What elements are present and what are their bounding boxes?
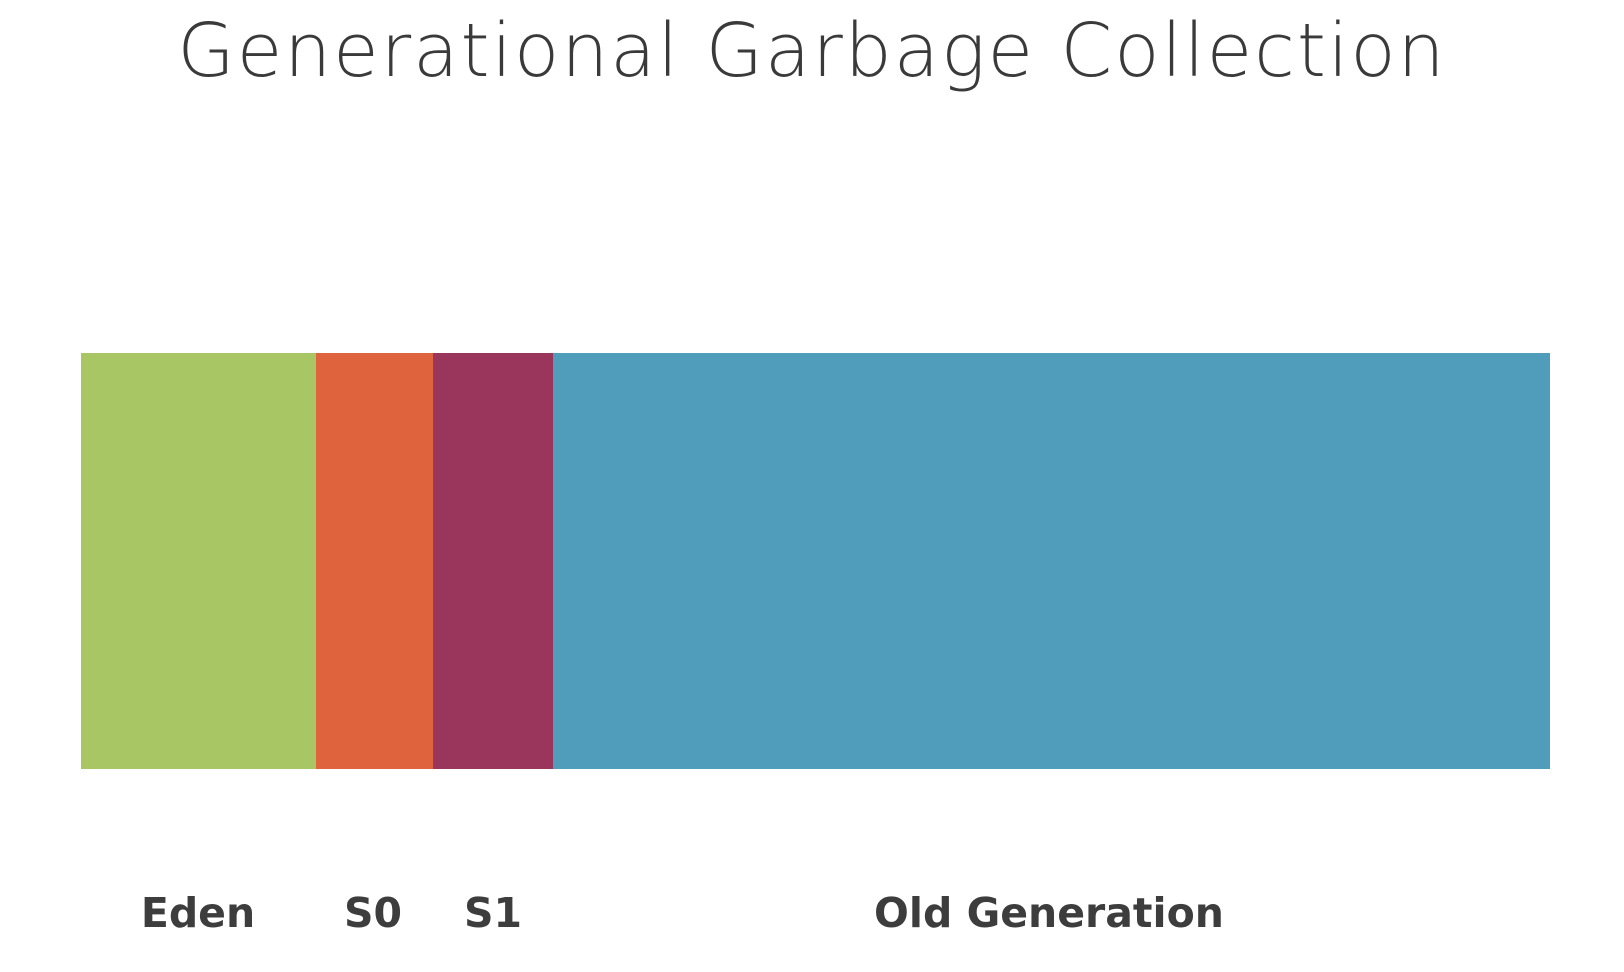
s1-label: S1	[463, 889, 523, 937]
region-labels: Eden S0 S1 Old Generation	[0, 888, 1624, 948]
old-generation-label: Old Generation	[874, 889, 1224, 937]
old-generation-segment	[553, 353, 1550, 769]
s0-label: S0	[343, 889, 403, 937]
heap-bar	[81, 353, 1550, 769]
s1-segment	[433, 353, 553, 769]
eden-segment	[81, 353, 316, 769]
diagram-title: Generational Garbage Collection	[177, 8, 1447, 94]
s0-segment	[316, 353, 433, 769]
eden-label: Eden	[140, 889, 256, 937]
